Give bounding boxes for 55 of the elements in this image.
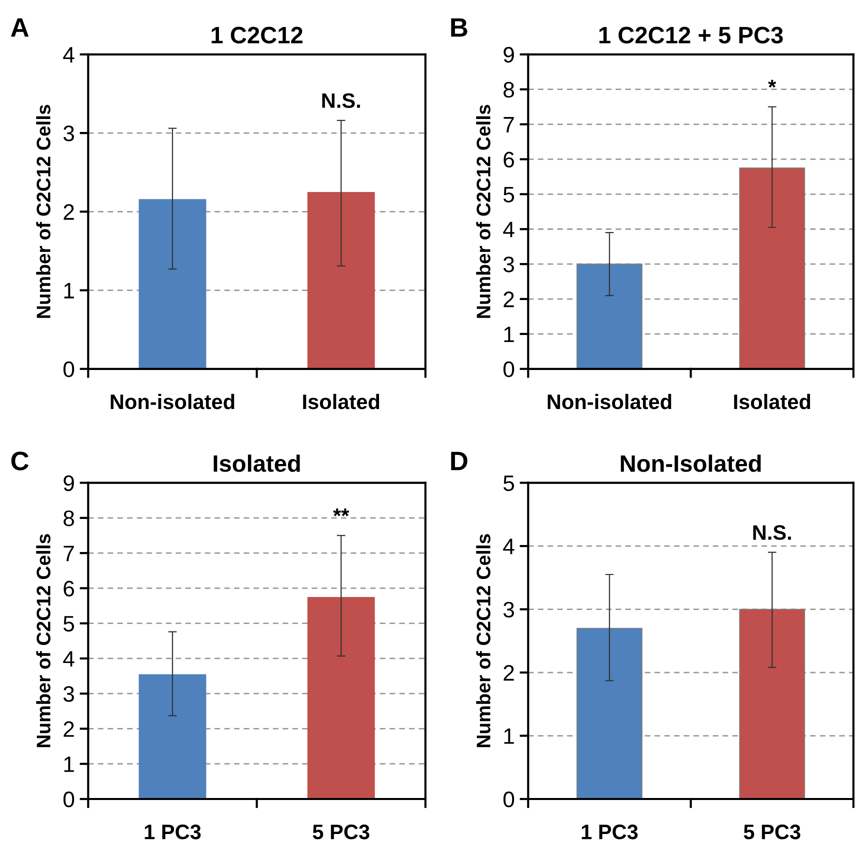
y-tick-label: 4 <box>63 47 74 62</box>
y-tick-label: 5 <box>503 186 514 202</box>
x-tick-label: 5 PC3 <box>312 824 370 840</box>
annotation: N.S. <box>753 525 791 540</box>
x-tick-label: 1 PC3 <box>144 824 201 840</box>
y-tick-label: 9 <box>504 46 514 63</box>
y-tick-label: 7 <box>504 117 514 132</box>
chart-title: Non-Isolated <box>620 454 761 472</box>
y-tick-label: 4 <box>63 651 74 667</box>
y-axis-title: Number of C2C12 Cells <box>36 534 50 748</box>
y-tick-label: 1 <box>64 756 74 772</box>
x-tick-label: Non-isolated <box>548 394 672 410</box>
annotation: ** <box>333 508 350 516</box>
y-tick-label: 1 <box>64 283 74 298</box>
text: D <box>451 452 468 470</box>
y-tick-label: 7 <box>64 546 74 562</box>
y-tick-label: 9 <box>64 475 74 492</box>
y-tick-label: 2 <box>504 292 514 308</box>
y-tick-label: 6 <box>64 580 74 596</box>
y-tick-label: 5 <box>503 476 514 492</box>
y-tick-label: 0 <box>63 792 74 808</box>
y-tick-label: 4 <box>503 222 514 238</box>
x-tick-label: 1 PC3 <box>582 824 638 840</box>
x-tick-label: Non-isolated <box>110 394 234 410</box>
annotation: N.S. <box>322 93 360 108</box>
y-tick-label: 3 <box>63 686 74 702</box>
y-axis-title: Number of C2C12 Cells <box>476 534 490 748</box>
y-axis-title: Number of C2C12 Cells <box>476 104 490 318</box>
text: A <box>10 18 29 37</box>
x-tick-label: 5 PC3 <box>744 824 800 840</box>
y-tick-label: 2 <box>504 665 514 681</box>
y-tick-label: 0 <box>503 792 514 808</box>
text: B <box>451 18 468 37</box>
y-tick-label: 1 <box>504 326 514 342</box>
y-tick-label: 3 <box>503 602 514 618</box>
text: C <box>11 452 29 470</box>
y-tick-label: 2 <box>64 721 74 737</box>
y-tick-label: 3 <box>63 126 74 142</box>
y-tick-label: 3 <box>503 256 514 272</box>
x-tick-label: Isolated <box>734 394 810 410</box>
y-tick-label: 8 <box>64 510 74 526</box>
chart-title: 1 C2C12 + 5 PC3 <box>599 26 783 44</box>
y-tick-label: 5 <box>64 616 74 632</box>
x-tick-label: Isolated <box>303 394 380 410</box>
chart-title: 1 C2C12 <box>212 26 302 44</box>
y-tick-label: 8 <box>504 82 514 98</box>
y-tick-label: 4 <box>503 538 514 554</box>
y-tick-label: 1 <box>504 728 514 744</box>
y-tick-label: 0 <box>63 361 74 378</box>
y-tick-label: 0 <box>503 361 514 378</box>
y-tick-label: 6 <box>504 152 514 168</box>
y-tick-label: 2 <box>64 204 74 220</box>
chart-title: Isolated <box>214 454 300 472</box>
y-axis-title: Number of C2C12 Cells <box>36 104 50 318</box>
annotation: * <box>768 80 776 88</box>
